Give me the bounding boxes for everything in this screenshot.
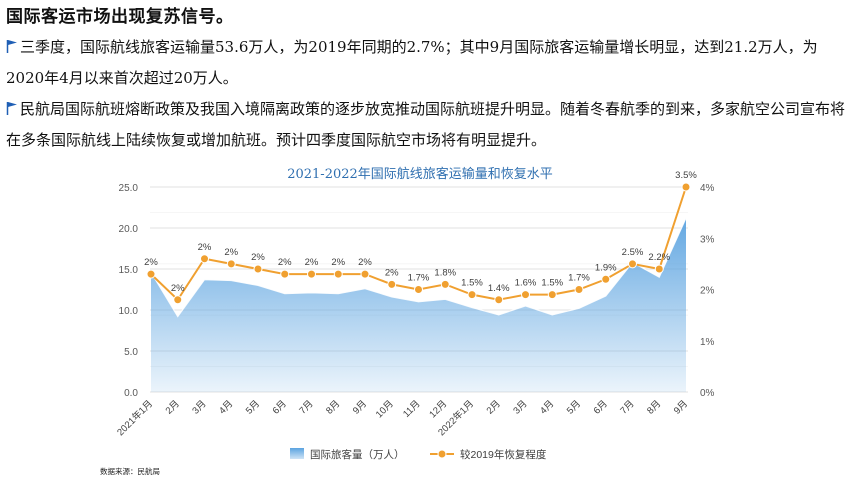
line-point [681, 182, 691, 192]
paragraph-q3-summary: 三季度，国际航线旅客运输量53.6万人，为2019年同期的2.7%；其中9月国际… [6, 32, 854, 94]
data-source: 数据来源：民航局 [100, 467, 160, 476]
y-left-tick-label: 20.0 [119, 224, 139, 235]
x-tick-label: 12月 [427, 398, 449, 420]
line-point [280, 269, 290, 279]
x-tick-label: 7月 [618, 398, 636, 416]
line-point [146, 269, 156, 279]
data-label: 2% [278, 257, 292, 268]
data-label: 1.5% [461, 278, 483, 289]
flag-icon [6, 102, 17, 115]
chart-container: 2021-2022年国际航线旅客运输量和恢复水平 0.0 5.0 10.0 15.0 2… [100, 160, 740, 482]
data-label: 2% [358, 257, 372, 268]
data-label: 2% [385, 267, 399, 278]
chart-svg: 0.0 5.0 10.0 15.0 20.0 25.0 0% 1% 2% 3% 4% 2% 2% 2% 2%… [115, 170, 715, 461]
x-tick-label: 3月 [190, 398, 208, 416]
y-left-tick-label: 0.0 [124, 388, 138, 399]
page-title: 国际客运市场出现复苏信号。 [6, 7, 234, 27]
data-label: 2% [331, 257, 345, 268]
x-tick-label: 2021年1月 [115, 398, 156, 439]
line-point [440, 279, 450, 289]
line-point [628, 259, 637, 269]
data-label: 1.5% [541, 278, 563, 289]
x-tick-label: 10月 [374, 398, 396, 420]
data-label: 2.5% [622, 247, 644, 258]
line-point [414, 285, 423, 294]
data-label: 1.8% [434, 267, 456, 278]
legend-swatch-marker [437, 449, 447, 459]
y-right-tick-label: 4% [700, 183, 715, 194]
data-label: 2.2% [648, 252, 670, 263]
x-tick-label: 5月 [244, 398, 262, 416]
paragraph-text: 三季度，国际航线旅客运输量53.6万人，为2019年同期的2.7%；其中9月国际… [6, 38, 818, 87]
line-point [387, 279, 397, 289]
y-right-tick-label: 1% [700, 337, 715, 348]
line-point [333, 269, 343, 279]
data-label: 1.4% [488, 283, 510, 294]
x-tick-label: 8月 [645, 398, 663, 416]
data-label: 2% [144, 257, 158, 268]
line-point [547, 290, 557, 300]
x-tick-label: 2月 [485, 398, 503, 416]
x-tick-label: 9月 [672, 398, 690, 416]
y-left-tick-label: 15.0 [119, 265, 139, 276]
data-label: 1.9% [595, 262, 617, 273]
line-point [253, 264, 263, 274]
x-tick-label: 11月 [401, 398, 422, 419]
x-tick-label: 7月 [297, 398, 315, 416]
paragraph-policy: 民航局国际航班熔断政策及我国入境隔离政策的逐步放宽推动国际航班提升明显。随着冬春… [6, 94, 854, 156]
chart-title: 2021-2022年国际航线旅客运输量和恢复水平 [287, 167, 553, 182]
line-point [521, 290, 530, 300]
y-left-tick-label: 5.0 [124, 347, 138, 358]
data-label: 1.6% [515, 278, 537, 289]
paragraph-text: 民航局国际航班熔断政策及我国入境隔离政策的逐步放宽推动国际航班提升明显。随着冬春… [6, 100, 846, 149]
x-tick-label: 6月 [592, 398, 610, 416]
line-point [494, 295, 504, 305]
x-tick-label: 5月 [565, 398, 583, 416]
x-tick-label: 3月 [511, 398, 529, 416]
y-left-tick-label: 25.0 [119, 183, 139, 194]
data-label: 1.7% [408, 273, 430, 284]
line-point [574, 285, 584, 294]
x-tick-label: 9月 [351, 398, 369, 416]
flag-icon [6, 40, 17, 53]
y-right-tick-label: 2% [700, 286, 715, 297]
legend-label: 国际旅客量（万人） [310, 448, 405, 461]
line-point [226, 259, 236, 269]
y-right-tick-label: 3% [700, 234, 715, 245]
data-label: 2% [251, 252, 265, 263]
area-series-edge [150, 217, 687, 318]
legend-swatch-area [290, 448, 304, 459]
y-right-tick-label: 0% [700, 388, 715, 399]
x-tick-label: 4月 [538, 398, 556, 416]
x-tick-label: 8月 [324, 398, 342, 416]
area-series-international-passengers [151, 218, 686, 392]
x-tick-label: 6月 [271, 398, 289, 416]
x-tick-label: 4月 [217, 398, 235, 416]
line-point [467, 290, 477, 300]
line-point [200, 254, 209, 264]
data-label: 2% [224, 247, 238, 258]
line-point [654, 264, 664, 274]
y-left-tick-label: 10.0 [119, 306, 139, 317]
data-label: 2% [305, 257, 319, 268]
x-tick-label: 2月 [164, 398, 182, 416]
line-point [173, 295, 183, 305]
data-label: 2% [171, 283, 185, 294]
line-point [307, 269, 316, 279]
data-label: 3.5% [675, 170, 697, 181]
legend-label: 较2019年恢复程度 [460, 448, 547, 461]
line-point [360, 269, 370, 279]
line-point [601, 274, 611, 284]
data-label: 2% [198, 242, 212, 253]
data-label: 1.7% [568, 273, 590, 284]
